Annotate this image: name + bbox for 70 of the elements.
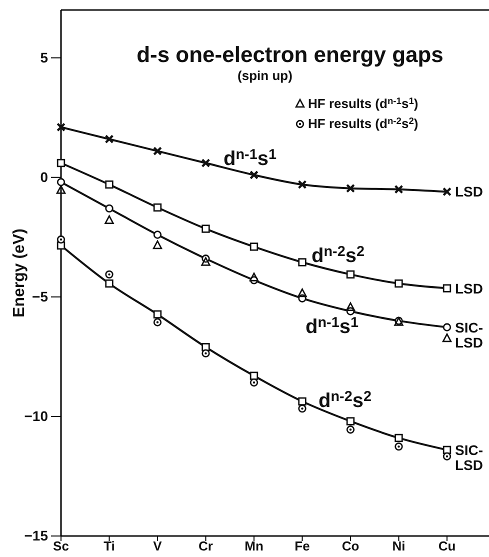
point (298, 288, 307, 298)
point (298, 397, 306, 406)
annotation: d$^{n-1}$s$^{1}$ (224, 146, 276, 170)
point (153, 310, 162, 318)
x-tick-label: Cu (438, 538, 456, 554)
point (152, 240, 162, 250)
point (394, 434, 403, 442)
point (105, 279, 114, 288)
point (298, 258, 306, 266)
point (105, 180, 114, 189)
series-label: SIC-LSD (455, 319, 484, 350)
text: d-s one-electron energy gaps (136, 42, 444, 67)
point (202, 224, 210, 233)
x-tick-label: Ni (392, 538, 406, 554)
series-label: SIC-LSD (455, 442, 484, 473)
point (442, 323, 452, 332)
y-tick-label: −15 (24, 527, 48, 544)
x-tick-label: Fe (294, 538, 310, 554)
point (346, 426, 355, 434)
point (56, 235, 66, 244)
y-tick-label: −5 (32, 288, 48, 304)
y-tick-label: 5 (40, 49, 48, 66)
x-tick-label: Cr (198, 538, 213, 554)
point (153, 146, 162, 156)
point (105, 204, 114, 213)
y-axis-title: Energy (eV) (11, 228, 28, 318)
annotation: d$^{n-2}$s$^{2}$ (318, 388, 372, 412)
point (249, 272, 259, 282)
annotation: d$^{n-1}$s$^{1}$ (306, 314, 358, 338)
point (104, 134, 114, 144)
point (56, 185, 66, 194)
point (442, 284, 452, 292)
point (105, 270, 114, 279)
point (442, 333, 452, 342)
point (250, 372, 258, 380)
point (56, 122, 66, 132)
x-tick-label: Ti (104, 538, 115, 554)
point (394, 279, 403, 288)
legend-label: HF results (d$^{n-2}$s$^{2}$) (308, 116, 418, 131)
x-tick-label: V (153, 538, 162, 554)
point (153, 203, 162, 212)
point (250, 170, 258, 180)
point (346, 417, 355, 426)
x-tick-label: Sc (53, 538, 69, 554)
point (201, 158, 210, 168)
point (346, 302, 356, 312)
point (394, 184, 404, 194)
x-tick-label: Mn (244, 538, 264, 554)
point (298, 180, 307, 190)
point (442, 187, 452, 196)
point (394, 442, 403, 451)
point (346, 184, 355, 193)
y-tick-label: −10 (24, 408, 48, 424)
series-label: LSD (455, 184, 483, 200)
point (104, 215, 114, 224)
point (56, 178, 66, 186)
point (153, 318, 162, 326)
y-tick-label: 0 (40, 168, 48, 185)
series-label: LSD (455, 280, 483, 296)
text: (spin up) (238, 68, 292, 83)
annotation: d$^{n-2}$s$^{2}$ (312, 244, 364, 267)
point (250, 242, 258, 251)
point (56, 158, 66, 168)
point (346, 270, 355, 279)
x-tick-label: Co (342, 538, 360, 554)
point (202, 349, 210, 358)
legend-label: HF results (d$^{n-1}$s$^{1}$) (308, 96, 418, 111)
point (201, 257, 210, 266)
point (202, 343, 210, 352)
point (153, 230, 162, 239)
